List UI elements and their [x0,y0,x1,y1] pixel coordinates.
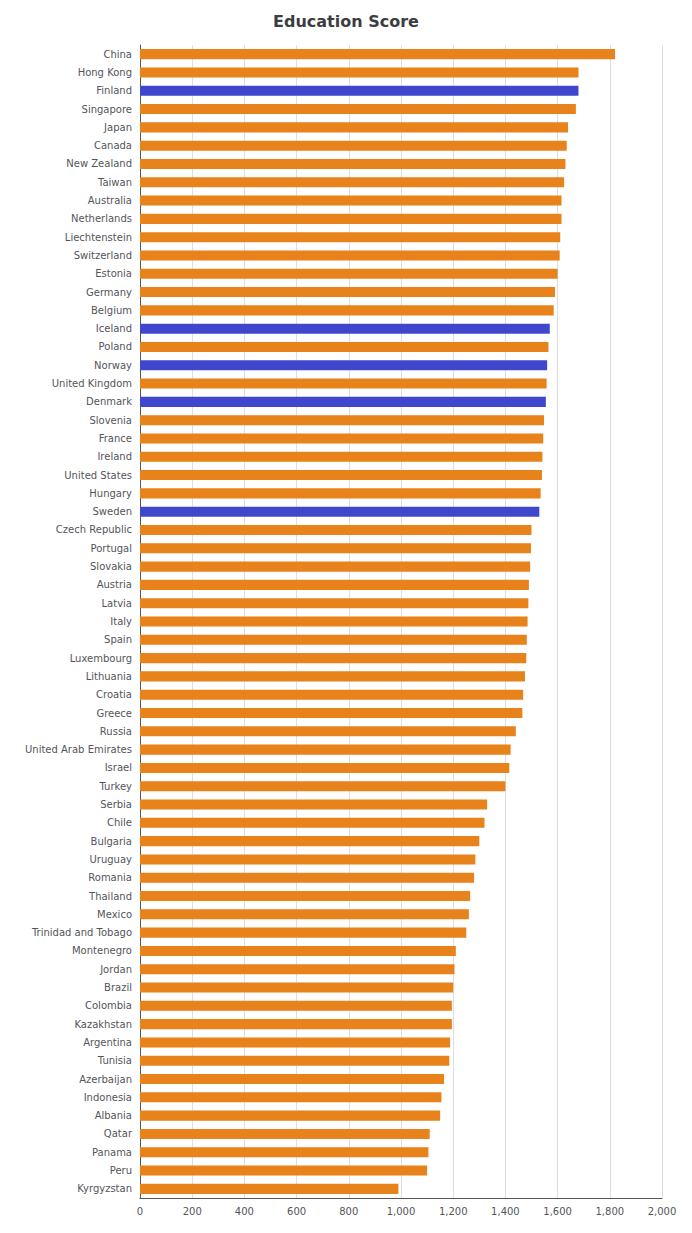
svg-text:Tunisia: Tunisia [97,1055,132,1066]
svg-text:Austria: Austria [97,579,132,590]
svg-text:United Arab Emirates: United Arab Emirates [25,744,132,755]
svg-text:800: 800 [339,1206,358,1217]
svg-text:Uruguay: Uruguay [90,854,133,865]
svg-text:Chile: Chile [107,817,132,828]
svg-text:2,000: 2,000 [648,1206,677,1217]
svg-text:Portugal: Portugal [91,543,132,554]
svg-text:Liechtenstein: Liechtenstein [65,232,132,243]
svg-text:Kazakhstan: Kazakhstan [74,1019,132,1030]
svg-text:Thailand: Thailand [88,891,132,902]
svg-text:Qatar: Qatar [104,1128,133,1139]
svg-text:Bulgaria: Bulgaria [91,836,132,847]
svg-text:Israel: Israel [105,762,132,773]
svg-text:Luxembourg: Luxembourg [70,653,132,664]
svg-text:China: China [103,49,132,60]
svg-text:Taiwan: Taiwan [97,177,132,188]
svg-text:Serbia: Serbia [100,799,132,810]
svg-text:Poland: Poland [99,341,132,352]
svg-text:Germany: Germany [86,287,132,298]
svg-text:Brazil: Brazil [104,982,132,993]
svg-text:Italy: Italy [110,616,132,627]
svg-text:United States: United States [64,470,132,481]
svg-text:Japan: Japan [103,122,132,133]
svg-text:Estonia: Estonia [95,268,132,279]
svg-text:0: 0 [137,1206,143,1217]
svg-text:Colombia: Colombia [85,1000,132,1011]
svg-text:Netherlands: Netherlands [71,213,132,224]
svg-text:Australia: Australia [88,195,132,206]
svg-text:Canada: Canada [94,140,132,151]
svg-text:Slovakia: Slovakia [90,561,132,572]
svg-text:Latvia: Latvia [102,598,132,609]
svg-text:Iceland: Iceland [96,323,132,334]
svg-text:France: France [99,433,132,444]
svg-text:1,600: 1,600 [543,1206,572,1217]
svg-text:Russia: Russia [100,726,132,737]
svg-text:Greece: Greece [96,708,132,719]
svg-text:Finland: Finland [96,85,132,96]
svg-text:Denmark: Denmark [86,396,132,407]
svg-text:Azerbaijan: Azerbaijan [79,1074,132,1085]
svg-text:Argentina: Argentina [83,1037,132,1048]
svg-text:1,800: 1,800 [595,1206,624,1217]
svg-text:Indonesia: Indonesia [84,1092,132,1103]
svg-text:Switzerland: Switzerland [74,250,132,261]
svg-text:Peru: Peru [110,1165,132,1176]
svg-text:Hong Kong: Hong Kong [78,67,132,78]
svg-text:Singapore: Singapore [82,104,132,115]
svg-text:Kyrgyzstan: Kyrgyzstan [77,1183,132,1194]
svg-text:1,200: 1,200 [439,1206,468,1217]
svg-text:New Zealand: New Zealand [66,158,132,169]
svg-text:Romania: Romania [88,872,132,883]
svg-text:Turkey: Turkey [98,781,132,792]
svg-text:400: 400 [235,1206,254,1217]
svg-text:Mexico: Mexico [97,909,132,920]
svg-text:United Kingdom: United Kingdom [52,378,132,389]
svg-text:Hungary: Hungary [89,488,132,499]
svg-text:Belgium: Belgium [91,305,132,316]
svg-text:Norway: Norway [94,360,132,371]
svg-text:Trinidad and Tobago: Trinidad and Tobago [31,927,132,938]
svg-text:Spain: Spain [104,634,132,645]
svg-text:1,400: 1,400 [491,1206,520,1217]
svg-text:Lithuania: Lithuania [86,671,132,682]
svg-text:Panama: Panama [92,1147,132,1158]
svg-text:Czech Republic: Czech Republic [56,524,132,535]
svg-text:Albania: Albania [95,1110,132,1121]
svg-text:Sweden: Sweden [92,506,132,517]
svg-text:Slovenia: Slovenia [89,415,132,426]
svg-text:Ireland: Ireland [97,451,132,462]
svg-text:Jordan: Jordan [99,964,132,975]
svg-text:600: 600 [287,1206,306,1217]
svg-text:1,000: 1,000 [387,1206,416,1217]
svg-text:Montenegro: Montenegro [72,945,132,956]
svg-text:200: 200 [183,1206,202,1217]
svg-text:Education Score: Education Score [273,12,419,31]
svg-text:Croatia: Croatia [96,689,132,700]
